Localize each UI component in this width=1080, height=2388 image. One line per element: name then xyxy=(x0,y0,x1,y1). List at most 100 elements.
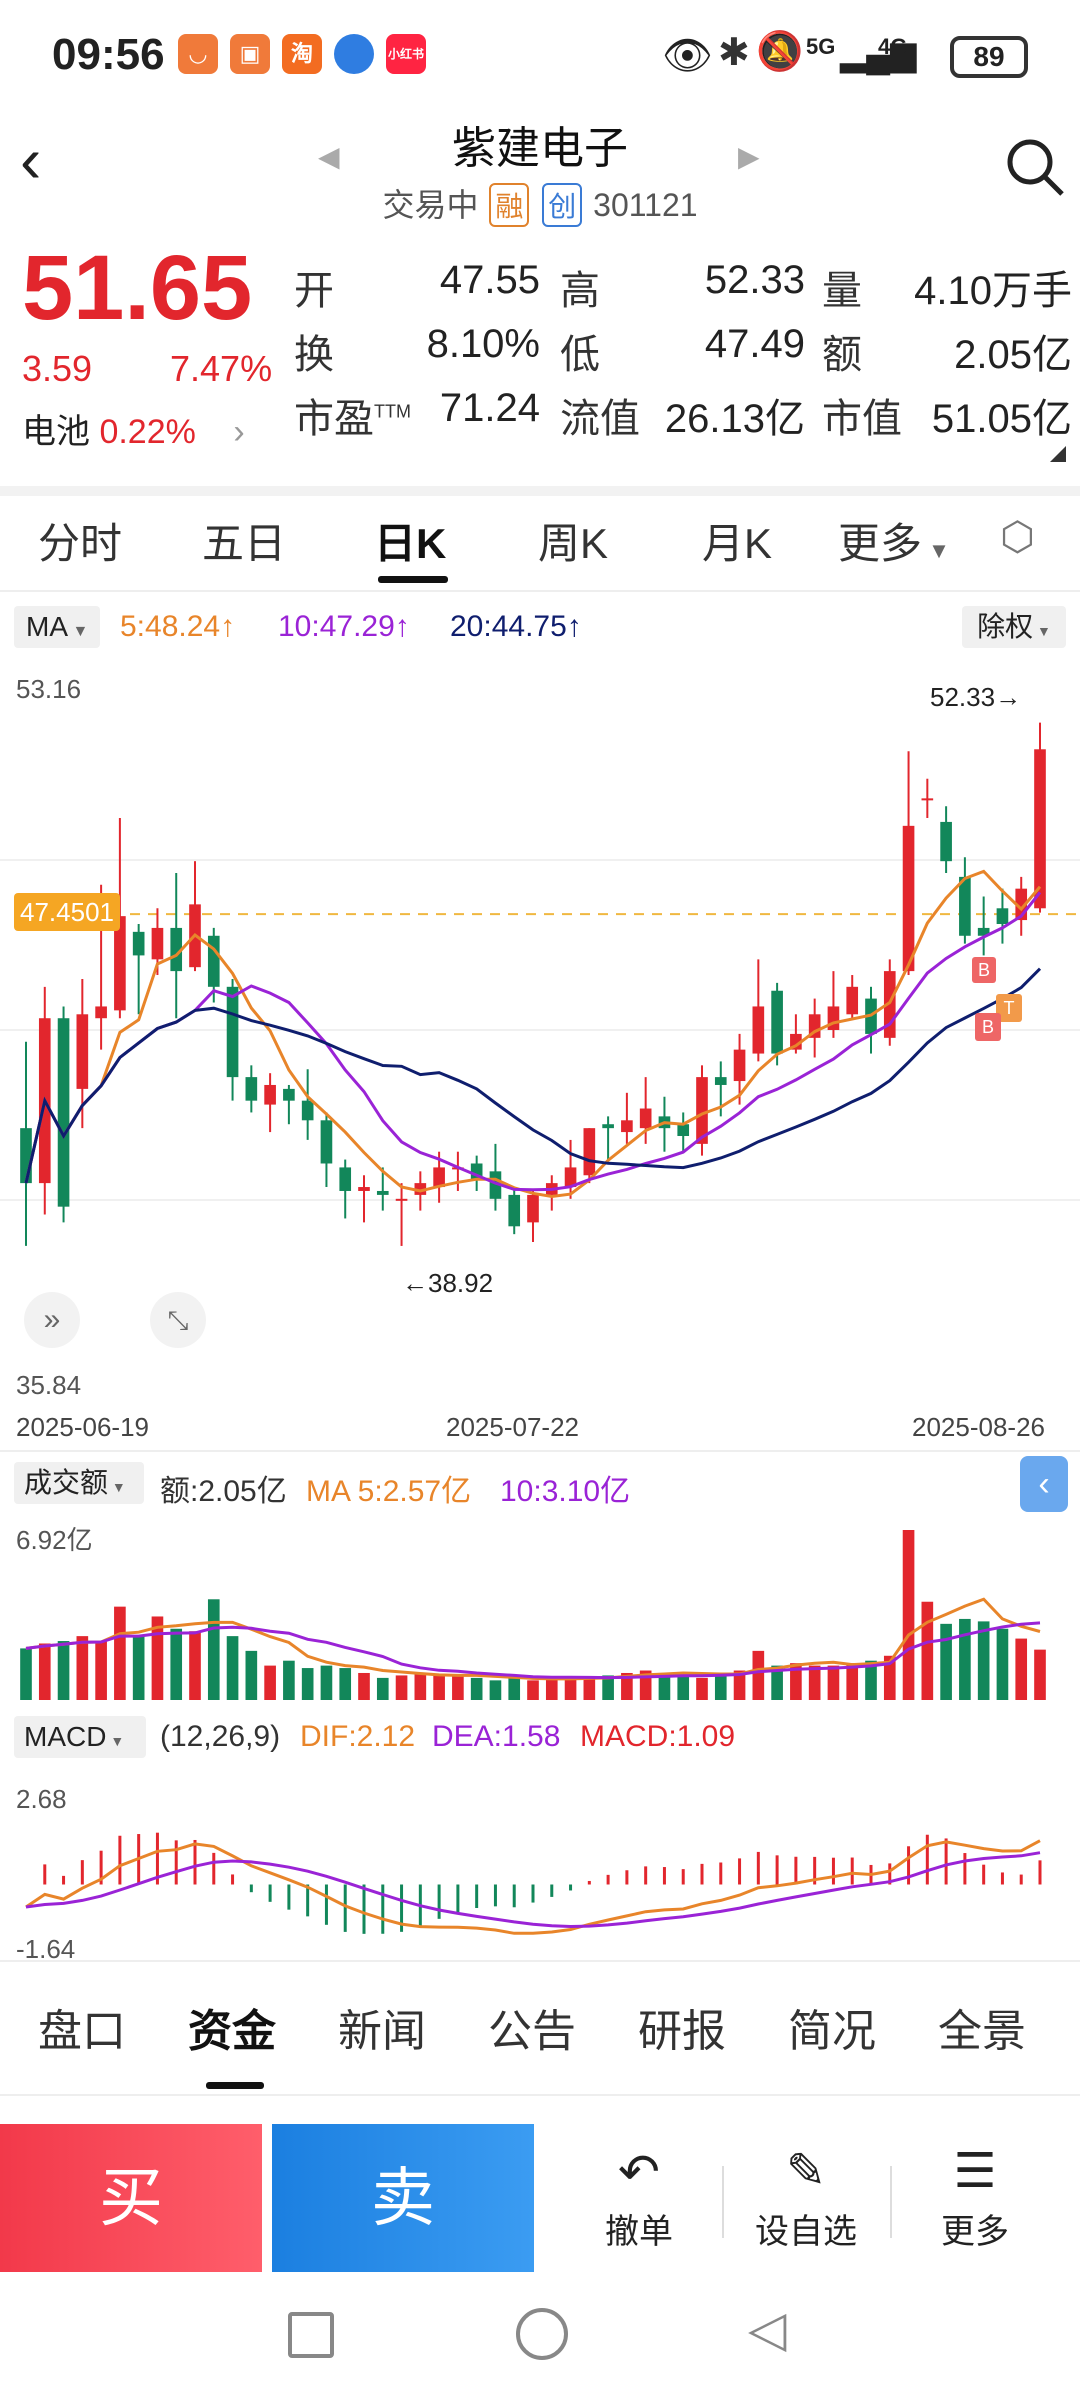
candle-body xyxy=(57,1018,70,1207)
last-price: 51.65 xyxy=(22,237,253,339)
tab-profile[interactable]: 简况 xyxy=(788,2007,876,2056)
expand-corner-icon[interactable] xyxy=(1050,446,1066,462)
ma-dropdown[interactable]: MA ▼ xyxy=(14,606,100,648)
candle-body xyxy=(433,1167,445,1188)
label-open: 开 xyxy=(294,269,334,313)
candle-body xyxy=(639,1108,652,1129)
value-market-cap: 51.05亿 xyxy=(931,397,1072,441)
value-float-cap: 26.13亿 xyxy=(664,397,805,441)
prev-stock-arrow-icon[interactable]: ◀ xyxy=(318,141,340,172)
label-volume: 量 xyxy=(822,269,862,313)
candle-body xyxy=(414,1183,427,1195)
tab-intraday[interactable]: 分时 xyxy=(38,520,123,567)
buy-button[interactable]: 买 xyxy=(0,2124,262,2272)
stock-code: 301121 xyxy=(593,187,698,223)
label-low: 低 xyxy=(560,333,600,377)
candle-body xyxy=(921,798,934,801)
status-bar: 09:56 ◡ ▣ 淘 小红书 👁 ✱ 🔕 5G ▂▄▆ 4G 89 xyxy=(0,0,1080,110)
adjust-dropdown[interactable]: 除权 ▼ xyxy=(962,606,1066,648)
chevron-right-icon: › xyxy=(233,413,245,451)
tab-weekly-k[interactable]: 周K xyxy=(538,520,609,567)
tab-daily-k[interactable]: 日K xyxy=(374,520,447,567)
tab-order-book[interactable]: 盘口 xyxy=(38,2007,126,2056)
volume-bar xyxy=(1034,1649,1046,1700)
signal-4g: 4G xyxy=(878,34,908,59)
candle-body xyxy=(527,1194,539,1223)
volume-chart[interactable] xyxy=(0,1510,1080,1706)
volume-bar xyxy=(20,1648,32,1700)
sector-info[interactable]: 电池 0.22% › xyxy=(22,404,245,453)
candle-body xyxy=(376,1190,389,1195)
divider xyxy=(0,486,1080,496)
volume-bar xyxy=(226,1636,239,1700)
tab-research[interactable]: 研报 xyxy=(638,2007,726,2056)
volume-bar xyxy=(902,1530,915,1700)
volume-indicator-dropdown[interactable]: 成交额 ▼ xyxy=(14,1462,144,1504)
next-stock-arrow-icon[interactable]: ▶ xyxy=(738,141,760,172)
candle-body xyxy=(132,931,145,956)
sell-button[interactable]: 卖 xyxy=(272,2124,534,2272)
recent-apps-icon[interactable] xyxy=(288,2312,334,2358)
tab-capital-flow[interactable]: 资金 xyxy=(188,2007,276,2056)
volume-bar xyxy=(395,1675,408,1700)
home-icon[interactable] xyxy=(516,2308,568,2360)
kline-chart[interactable] xyxy=(0,670,1080,1410)
macd-dropdown[interactable]: MACD ▼ xyxy=(14,1716,146,1758)
tab-announcements[interactable]: 公告 xyxy=(488,2007,576,2056)
value-turnover: 8.10% xyxy=(426,322,540,366)
volume-bar xyxy=(132,1636,145,1700)
candle-body xyxy=(696,1077,708,1144)
candle-body xyxy=(714,1077,727,1085)
collapse-panel-icon[interactable]: ‹ xyxy=(1020,1456,1068,1512)
low-price-note: ←38.92 xyxy=(402,1268,494,1298)
tab-more[interactable]: 更多 ▼ xyxy=(838,520,950,567)
trade-status: 交易中 xyxy=(382,187,479,223)
volume-bar xyxy=(76,1636,89,1700)
back-nav-icon[interactable]: ◁ xyxy=(748,2301,787,2357)
value-volume: 4.10万手 xyxy=(914,269,1072,313)
add-watchlist-button[interactable]: ✎ 设自选 xyxy=(740,2140,872,2253)
candle-body xyxy=(207,935,220,987)
tab-active-indicator xyxy=(378,576,448,583)
macd-chart[interactable] xyxy=(0,1766,1080,1962)
date-start: 2025-06-19 xyxy=(16,1412,149,1442)
volume-ma5-line xyxy=(25,1597,1041,1681)
volume-bar xyxy=(358,1672,370,1700)
label-market-cap: 市值 xyxy=(822,397,902,441)
y-max-label: 53.16 xyxy=(16,674,82,704)
macd-value: MACD:1.09 xyxy=(580,1720,736,1753)
more-actions-button[interactable]: ☰ 更多 xyxy=(910,2140,1040,2253)
volume-bar xyxy=(865,1660,877,1700)
candle-body xyxy=(733,1049,746,1082)
volume-bar xyxy=(564,1677,577,1700)
cancel-order-label: 撤单 xyxy=(605,2213,673,2251)
back-arrow-icon[interactable]: ‹ xyxy=(20,124,42,196)
volume-bar xyxy=(38,1643,51,1700)
expand-chart-icon[interactable]: » xyxy=(24,1292,80,1348)
candle-body xyxy=(959,876,971,936)
candle-body xyxy=(677,1124,690,1137)
volume-ma5: MA 5:2.57亿 xyxy=(306,1475,472,1508)
volume-bar xyxy=(846,1663,859,1700)
volume-bar xyxy=(414,1672,427,1700)
tab-panorama[interactable]: 全景 xyxy=(938,2007,1026,2056)
tab-monthly-k[interactable]: 月K xyxy=(702,520,773,567)
volume-bar xyxy=(508,1677,521,1700)
candle-body xyxy=(470,1163,483,1180)
cancel-order-button[interactable]: ↶ 撤单 xyxy=(574,2140,704,2253)
settings-hexagon-icon[interactable]: ⬡ xyxy=(1000,515,1035,559)
candle-body xyxy=(752,1006,765,1054)
volume-bar xyxy=(996,1628,1009,1700)
volume-bar xyxy=(151,1616,164,1700)
volume-bar xyxy=(602,1675,614,1700)
search-icon[interactable] xyxy=(1004,136,1068,200)
dif-line xyxy=(25,1839,1041,1935)
volume-bar xyxy=(959,1618,971,1700)
macd-top-label: 2.68 xyxy=(16,1784,67,1814)
fullscreen-icon[interactable]: ⤡ xyxy=(150,1292,206,1348)
candle-body xyxy=(808,1014,821,1038)
label-pe: 市盈TTM xyxy=(294,397,411,441)
app-notification-icon: ◡ xyxy=(178,34,218,74)
tab-news[interactable]: 新闻 xyxy=(338,2007,426,2056)
tab-five-day[interactable]: 五日 xyxy=(202,520,287,567)
